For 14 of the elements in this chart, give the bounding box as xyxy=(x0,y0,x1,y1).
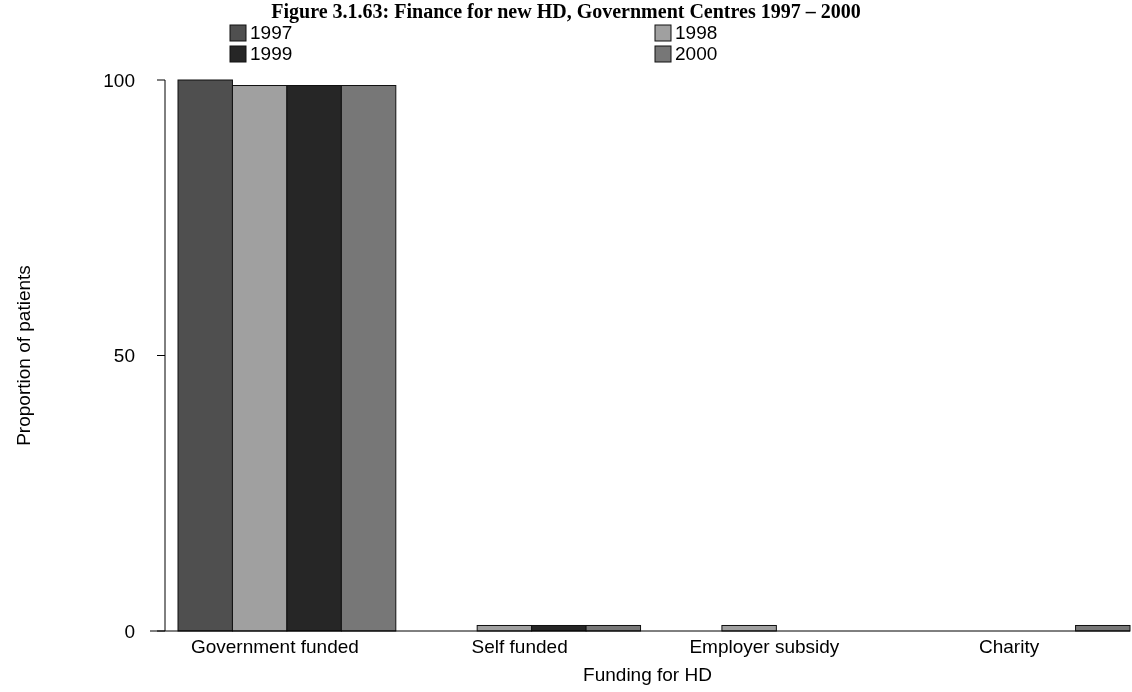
legend-label: 1999 xyxy=(250,43,293,64)
legend-label: 2000 xyxy=(675,43,718,64)
y-axis-title: Proportion of patients xyxy=(13,265,34,446)
chart-title: Figure 3.1.63: Finance for new HD, Government Centres 1997 – 2000 xyxy=(271,0,861,23)
x-tick-label: Self funded xyxy=(471,636,568,657)
x-axis-title: Funding for HD xyxy=(583,664,712,685)
y-tick-label: 50 xyxy=(113,345,135,367)
x-tick-label: Charity xyxy=(979,636,1040,657)
legend-label: 1998 xyxy=(675,22,718,43)
x-tick-label: Employer subsidy xyxy=(689,636,840,657)
y-tick-label: 0 xyxy=(124,620,135,642)
x-tick-label: Government funded xyxy=(190,636,359,657)
y-tick-label: 100 xyxy=(103,69,135,91)
legend-label: 1997 xyxy=(250,22,293,43)
